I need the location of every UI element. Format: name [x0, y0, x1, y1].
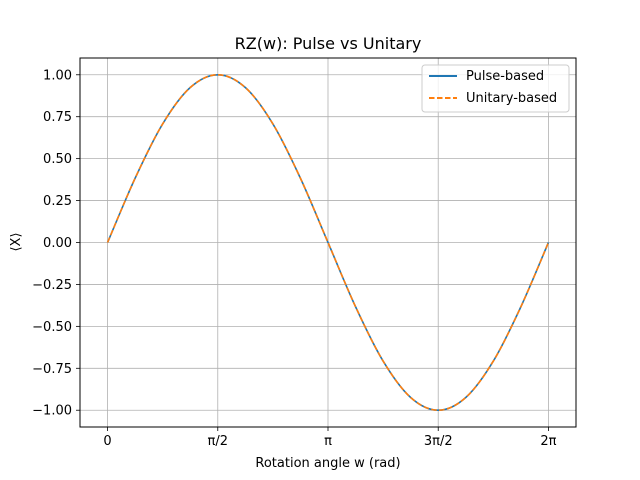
x-tick-label: π [324, 434, 332, 449]
x-tick-label: 0 [103, 434, 111, 449]
y-tick-label: 0.50 [43, 152, 72, 167]
x-tick-label: π/2 [208, 434, 228, 449]
legend-label-unitary-based: Unitary-based [466, 91, 557, 106]
y-tick-label: 0.75 [43, 110, 72, 125]
legend-box [421, 64, 570, 113]
chart-title: RZ(w): Pulse vs Unitary [235, 34, 422, 53]
y-tick-label: −0.50 [32, 320, 72, 335]
legend: Pulse-based Unitary-based [421, 64, 570, 113]
x-tick-label: 3π/2 [424, 434, 453, 449]
x-tick-label: 2π [540, 434, 556, 449]
series-lines [106, 73, 550, 412]
y-axis-label: ⟨X⟩ [9, 232, 24, 251]
y-tick-label: −1.00 [32, 404, 72, 419]
y-tick-label: 0.00 [43, 236, 72, 251]
y-tick-label: −0.25 [32, 278, 72, 293]
y-tick-label: 1.00 [43, 68, 72, 83]
y-tick-label: 0.25 [43, 194, 72, 209]
axis-ticks: 0 π/2 π 3π/2 2π 1.00 0.75 0.50 0.25 0.00 −0.25 −0.5… [32, 68, 557, 449]
legend-label-pulse-based: Pulse-based [466, 69, 544, 84]
series-line-unitary-based [106, 73, 550, 412]
x-axis-label: Rotation angle w (rad) [255, 456, 400, 471]
y-tick-label: −0.75 [32, 362, 72, 377]
